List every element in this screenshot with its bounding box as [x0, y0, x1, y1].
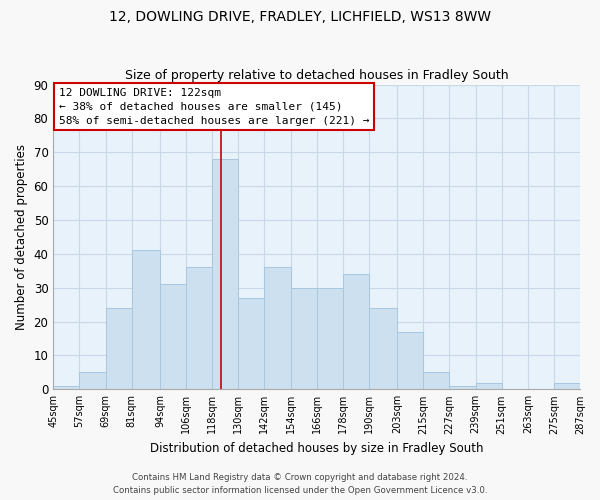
Bar: [397, 332, 423, 390]
Text: 12, DOWLING DRIVE, FRADLEY, LICHFIELD, WS13 8WW: 12, DOWLING DRIVE, FRADLEY, LICHFIELD, W…: [109, 10, 491, 24]
Title: Size of property relative to detached houses in Fradley South: Size of property relative to detached ho…: [125, 69, 508, 82]
Bar: [265, 268, 290, 390]
Bar: [317, 288, 343, 390]
Bar: [79, 372, 106, 390]
Bar: [476, 382, 502, 390]
Bar: [131, 250, 160, 390]
X-axis label: Distribution of detached houses by size in Fradley South: Distribution of detached houses by size …: [150, 442, 484, 455]
Bar: [343, 274, 369, 390]
Bar: [423, 372, 449, 390]
Bar: [290, 288, 317, 390]
Bar: [53, 386, 79, 390]
Bar: [106, 308, 131, 390]
Bar: [369, 308, 397, 390]
Bar: [212, 159, 238, 390]
Bar: [554, 382, 580, 390]
Text: 12 DOWLING DRIVE: 122sqm
← 38% of detached houses are smaller (145)
58% of semi-: 12 DOWLING DRIVE: 122sqm ← 38% of detach…: [59, 88, 369, 126]
Text: Contains HM Land Registry data © Crown copyright and database right 2024.
Contai: Contains HM Land Registry data © Crown c…: [113, 474, 487, 495]
Bar: [186, 268, 212, 390]
Bar: [449, 386, 476, 390]
Y-axis label: Number of detached properties: Number of detached properties: [15, 144, 28, 330]
Bar: [160, 284, 186, 390]
Bar: [238, 298, 265, 390]
